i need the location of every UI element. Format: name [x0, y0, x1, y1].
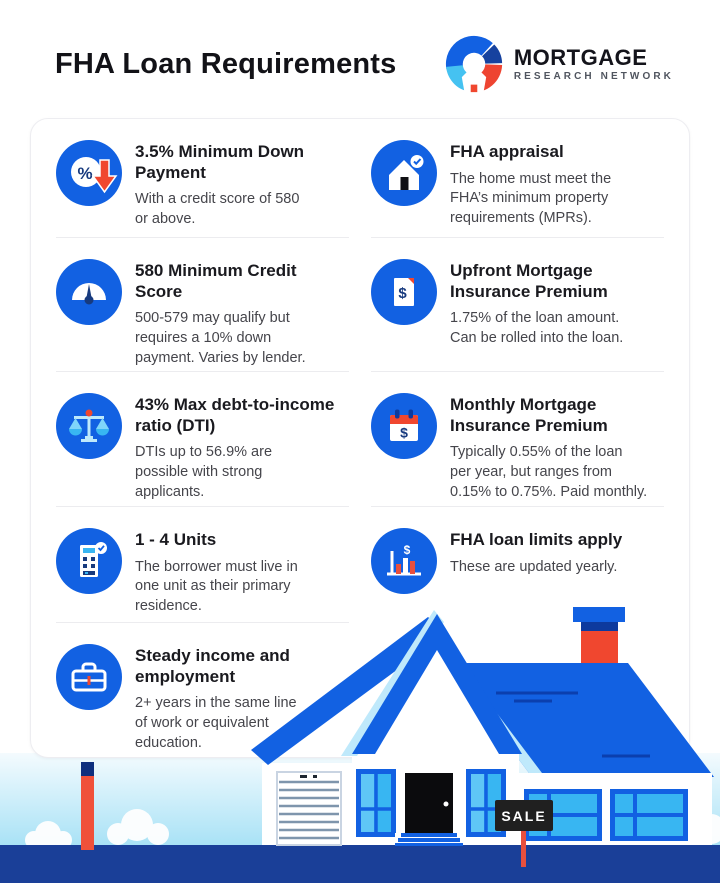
brand-name: MORTGAGE — [513, 44, 648, 70]
brand-tagline: RESEARCH NETWORK — [513, 70, 674, 82]
briefcase-icon — [56, 644, 122, 710]
red-post — [81, 762, 94, 850]
logo-house-notch — [461, 64, 487, 94]
item-monthly-mip: $ Monthly Mortgage Insurance Premium Typ… — [371, 372, 664, 507]
left-roof-slope — [251, 617, 447, 765]
svg-text:%: % — [77, 164, 92, 183]
brand-logo: MORTGAGE RESEARCH NETWORK — [444, 34, 674, 94]
item-body: The borrower must live in one unit as th… — [135, 558, 298, 614]
document-dollar-icon: $ — [371, 259, 437, 325]
building-units-icon — [56, 528, 122, 594]
item-title: 1 - 4 Units — [135, 530, 217, 549]
item-title: FHA appraisal — [450, 142, 564, 161]
right-wing — [519, 773, 712, 845]
item-title: 43% Max debt-to-income ratio (DTI) — [135, 395, 335, 435]
item-title: 580 Minimum Credit Score — [135, 261, 297, 301]
item-title: Upfront Mortgage Insurance Premium — [450, 261, 608, 301]
front-door — [395, 773, 463, 846]
svg-text:$: $ — [404, 543, 411, 557]
header: FHA Loan Requirements MORTGAGE RESEARCH … — [55, 34, 674, 94]
item-title: Monthly Mortgage Insurance Premium — [450, 395, 608, 435]
item-title: 3.5% Minimum Down Payment — [135, 142, 305, 182]
bar-chart-dollar-icon: $ — [371, 528, 437, 594]
item-max-dti: 43% Max debt-to-income ratio (DTI) DTIs … — [56, 372, 349, 507]
requirements-card: % 3.5% Minimum Down Payment With a credi… — [30, 118, 690, 758]
item-units: 1 - 4 Units The borrower must live in on… — [56, 507, 349, 623]
right-column: FHA appraisal The home must meet the FHA… — [371, 119, 664, 757]
item-body: With a credit score of 580 or above. — [135, 191, 300, 228]
garage — [262, 763, 355, 846]
item-title: FHA loan limits apply — [450, 530, 623, 549]
item-body: 2+ years in the same line of work or equ… — [135, 695, 297, 751]
balance-scale-icon — [56, 393, 122, 459]
item-body: These are updated yearly. — [450, 558, 618, 575]
item-body: Typically 0.55% of the loan per year, bu… — [450, 444, 648, 500]
item-body: 500-579 may qualify but requires a 10% d… — [135, 310, 306, 366]
item-loan-limits: $ FHA loan limits apply These are update… — [371, 507, 664, 623]
item-min-credit-score: 580 Minimum Credit Score 500-579 may qua… — [56, 238, 349, 372]
item-body: The home must meet the FHA’s minimum pro… — [450, 170, 612, 226]
left-column: % 3.5% Minimum Down Payment With a credi… — [56, 119, 349, 757]
house-check-icon — [371, 140, 437, 206]
sale-sign: SALE — [495, 800, 553, 867]
svg-text:$: $ — [398, 285, 407, 302]
item-title: Steady income and employment — [135, 646, 290, 686]
house-illustration: SALE — [251, 607, 714, 867]
brand-text: MORTGAGE RESEARCH NETWORK — [513, 44, 674, 82]
item-min-down-payment: % 3.5% Minimum Down Payment With a credi… — [56, 119, 349, 238]
ground — [0, 845, 720, 883]
svg-text:$: $ — [400, 425, 408, 441]
item-fha-appraisal: FHA appraisal The home must meet the FHA… — [371, 119, 664, 238]
credit-gauge-icon — [56, 259, 122, 325]
item-body: DTIs up to 56.9% are possible with stron… — [135, 444, 273, 500]
item-upfront-mip: $ Upfront Mortgage Insurance Premium 1.7… — [371, 238, 664, 372]
percent-down-icon: % — [56, 140, 122, 206]
brand-logo-icon — [445, 35, 502, 94]
item-body: 1.75% of the loan amount. Can be rolled … — [450, 310, 624, 347]
page-title: FHA Loan Requirements — [55, 47, 397, 80]
sale-sign-label: SALE — [501, 808, 546, 824]
logo-house-door — [470, 84, 478, 93]
calendar-dollar-icon: $ — [371, 393, 437, 459]
item-steady-income: Steady income and employment 2+ years in… — [56, 623, 349, 757]
